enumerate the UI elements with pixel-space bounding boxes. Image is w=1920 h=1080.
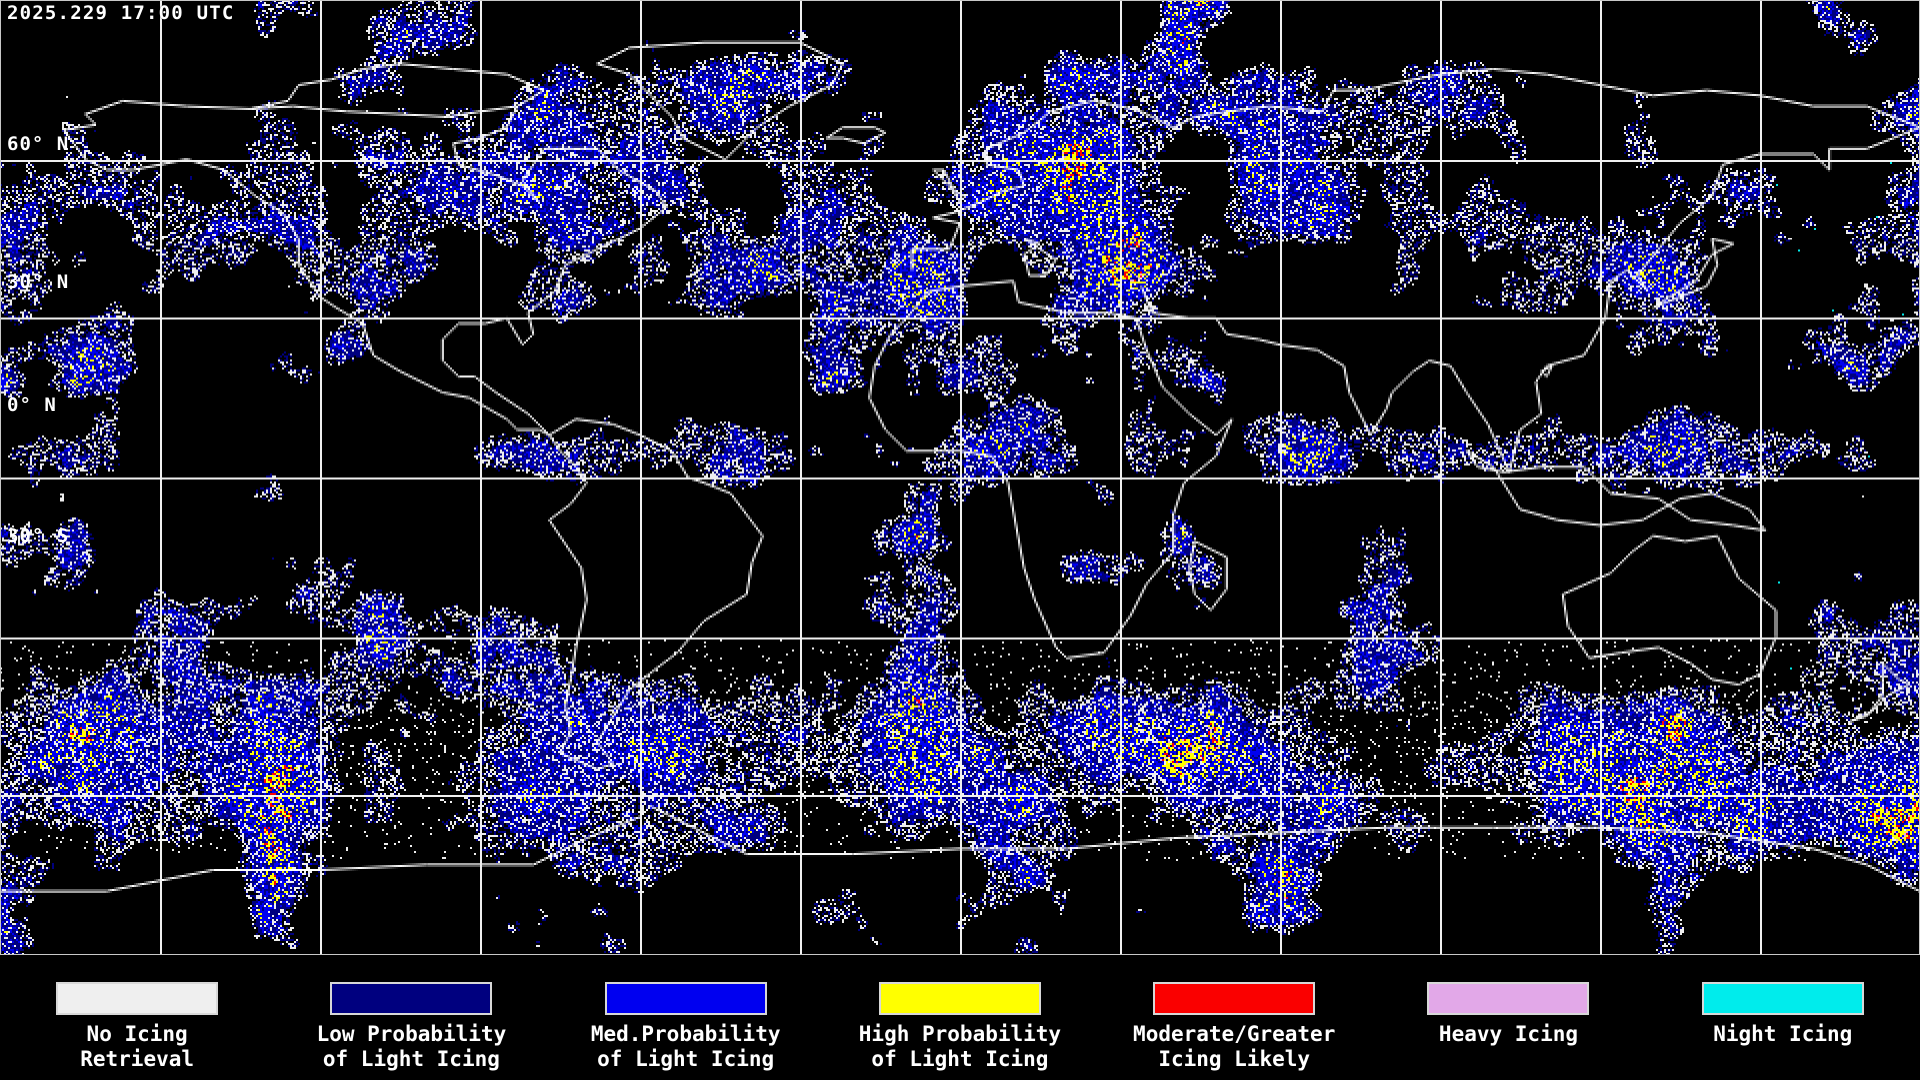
- legend-item-med-prob-light[interactable]: Med.Probability of Light Icing: [549, 956, 823, 1072]
- legend-swatch-med-prob-light: [604, 982, 767, 1015]
- lat-label-30n: 30° N: [7, 271, 70, 293]
- legend-item-low-prob-light[interactable]: Low Probability of Light Icing: [274, 956, 548, 1072]
- legend-label-heavy-icing: Heavy Icing: [1438, 1022, 1578, 1046]
- icing-map-canvas[interactable]: [0, 0, 1920, 955]
- legend-item-high-prob-light[interactable]: High Probability of Light Icing: [823, 956, 1097, 1072]
- legend-swatch-night-icing: [1701, 982, 1864, 1015]
- legend-item-heavy-icing[interactable]: Heavy Icing: [1371, 956, 1645, 1047]
- legend-item-night-icing[interactable]: Night Icing: [1646, 956, 1920, 1047]
- timestamp-label: 2025.229 17:00 UTC: [7, 2, 235, 24]
- legend-label-moderate-greater: Moderate/Greater Icing Likely: [1133, 1022, 1336, 1071]
- legend-label-no-retrieval: No Icing Retrieval: [80, 1022, 195, 1071]
- legend-swatch-high-prob-light: [878, 982, 1041, 1015]
- legend-swatch-no-retrieval: [56, 982, 219, 1015]
- legend-item-moderate-greater[interactable]: Moderate/Greater Icing Likely: [1097, 956, 1371, 1072]
- legend-label-high-prob-light: High Probability of Light Icing: [858, 1022, 1062, 1071]
- legend-label-med-prob-light: Med.Probability of Light Icing: [590, 1022, 781, 1071]
- legend-swatch-low-prob-light: [330, 982, 493, 1015]
- icing-legend: No Icing Retrieval Low Probability of Li…: [0, 956, 1920, 1080]
- lat-label-30s: 30° S: [7, 525, 70, 547]
- legend-label-low-prob-light: Low Probability of Light Icing: [316, 1022, 507, 1071]
- legend-swatch-heavy-icing: [1427, 982, 1590, 1015]
- legend-label-night-icing: Night Icing: [1713, 1022, 1853, 1046]
- lat-label-0n: 0° N: [7, 394, 57, 416]
- legend-item-no-retrieval[interactable]: No Icing Retrieval: [0, 956, 274, 1072]
- legend-swatch-moderate-greater: [1153, 982, 1316, 1015]
- lat-label-60n: 60° N: [7, 133, 70, 155]
- global-map-panel[interactable]: 2025.229 17:00 UTC 60° N 30° N 0° N 30° …: [0, 0, 1920, 955]
